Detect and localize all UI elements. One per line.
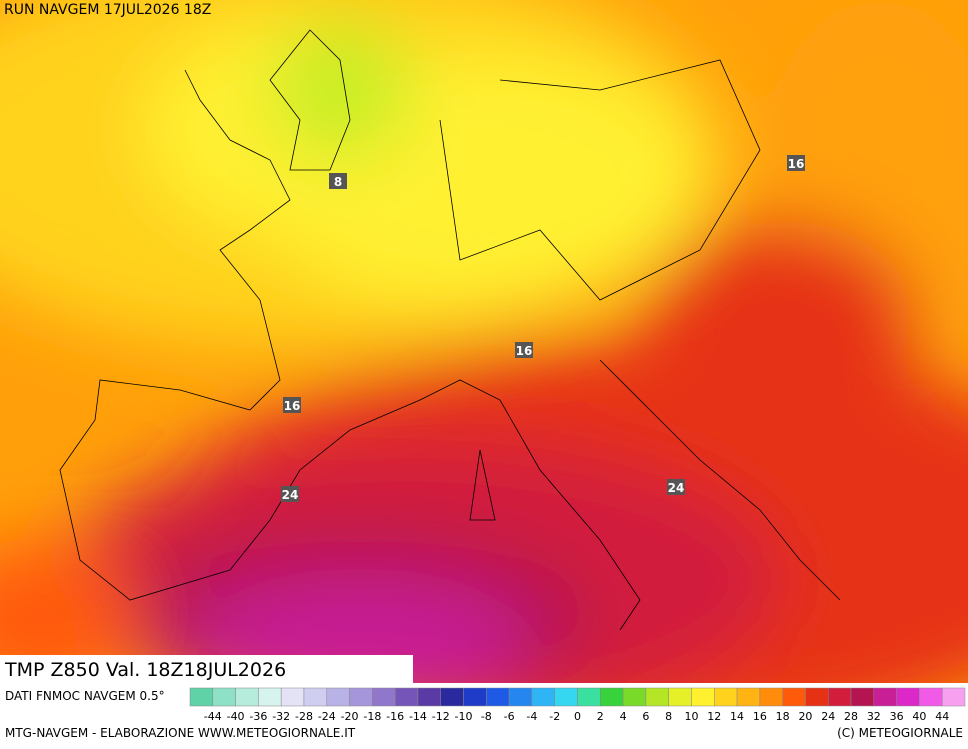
legend-tick-label: 6 xyxy=(642,710,649,723)
footer-right: (C) METEOGIORNALE xyxy=(837,726,963,740)
legend-swatch xyxy=(189,687,214,707)
contour-label-box xyxy=(329,173,347,189)
legend-tick-label: 14 xyxy=(730,710,744,723)
legend-swatch xyxy=(782,687,806,707)
legend-swatch xyxy=(394,687,419,707)
legend-tick-label: 8 xyxy=(665,710,672,723)
legend-tick-label: 40 xyxy=(912,710,926,723)
contour-label-box xyxy=(283,397,301,413)
legend-swatch xyxy=(896,687,920,707)
legend-swatch xyxy=(622,687,647,707)
legend-swatch xyxy=(668,687,692,707)
legend-swatch xyxy=(941,687,966,707)
legend-swatch xyxy=(463,687,487,707)
legend-swatch xyxy=(508,687,533,707)
legend-swatch xyxy=(326,687,350,707)
legend-tick-label: 2 xyxy=(597,710,604,723)
legend-tick-label: -32 xyxy=(272,710,290,723)
contour-label-box xyxy=(281,486,299,502)
legend-swatch xyxy=(759,687,783,707)
legend-source: DATI FNMOC NAVGEM 0.5° xyxy=(5,689,165,703)
contour-label: 16 xyxy=(788,157,805,171)
legend-tick-label: -24 xyxy=(318,710,336,723)
contour-label-box xyxy=(667,479,685,495)
legend-tick-label: -44 xyxy=(204,710,222,723)
legend-tick-label: -40 xyxy=(227,710,245,723)
legend-tick-label: -10 xyxy=(455,710,473,723)
legend-tick-label: 44 xyxy=(935,710,949,723)
legend-swatch xyxy=(873,687,897,707)
legend-tick-label: -16 xyxy=(386,710,404,723)
header: RUN NAVGEM 17JUL2026 18Z xyxy=(4,2,211,18)
contour-label: 24 xyxy=(282,488,299,502)
contour-label: 16 xyxy=(284,399,301,413)
legend-swatch xyxy=(212,687,236,707)
legend-tick-label: -18 xyxy=(363,710,381,723)
legend-tick-label: -2 xyxy=(549,710,560,723)
legend-swatch xyxy=(235,687,259,707)
legend-tick-label: -6 xyxy=(504,710,515,723)
legend-swatch xyxy=(805,687,829,707)
legend-tick-label: -28 xyxy=(295,710,313,723)
legend-swatch xyxy=(645,687,669,707)
contour-label: 24 xyxy=(668,481,685,495)
legend-swatch xyxy=(280,687,305,707)
contour-label-box xyxy=(515,342,533,358)
borders xyxy=(59,29,841,631)
legend-tick-label: -8 xyxy=(481,710,492,723)
legend-swatch xyxy=(486,687,510,707)
legend-swatch xyxy=(372,687,396,707)
legend-swatch xyxy=(417,687,441,707)
legend-swatch xyxy=(827,687,852,707)
legend-tick-label: 24 xyxy=(821,710,835,723)
legend-swatch xyxy=(440,687,464,707)
legend-swatch xyxy=(258,687,282,707)
legend-tick-label: -20 xyxy=(341,710,359,723)
footer-left: MTG-NAVGEM - ELABORAZIONE WWW.METEOGIORN… xyxy=(5,726,356,740)
legend-tick-label: -14 xyxy=(409,710,427,723)
contour-label-box xyxy=(787,155,805,171)
legend-tick-label: 4 xyxy=(620,710,627,723)
legend-swatch xyxy=(850,687,875,707)
legend-tick-label: -4 xyxy=(526,710,537,723)
legend-tick-label: 12 xyxy=(707,710,721,723)
legend-tick-label: 10 xyxy=(684,710,698,723)
contour-label: 8 xyxy=(334,175,342,189)
legend-tick-label: 20 xyxy=(798,710,812,723)
legend-swatch xyxy=(349,687,373,707)
legend-tick-label: 0 xyxy=(574,710,581,723)
panel-title: TMP Z850 Val. 18Z18JUL2026 xyxy=(4,659,286,681)
legend-swatch xyxy=(691,687,715,707)
legend-swatch xyxy=(577,687,601,707)
legend-tick-label: 16 xyxy=(753,710,767,723)
legend-tick-label: -12 xyxy=(432,710,450,723)
legend-swatch xyxy=(531,687,555,707)
legend-swatch xyxy=(714,687,738,707)
contour-label: 16 xyxy=(516,344,533,358)
legend-tick-label: 28 xyxy=(844,710,858,723)
legend-swatch xyxy=(554,687,578,707)
legend-swatch xyxy=(600,687,624,707)
panel-title-box xyxy=(0,655,413,683)
legend-tick-label: -36 xyxy=(249,710,267,723)
legend-swatch xyxy=(303,687,328,707)
legend-tick-label: 18 xyxy=(776,710,790,723)
legend-swatch xyxy=(919,687,943,707)
legend-swatch xyxy=(736,687,761,707)
legend-tick-label: 36 xyxy=(890,710,904,723)
legend-tick-label: 32 xyxy=(867,710,881,723)
